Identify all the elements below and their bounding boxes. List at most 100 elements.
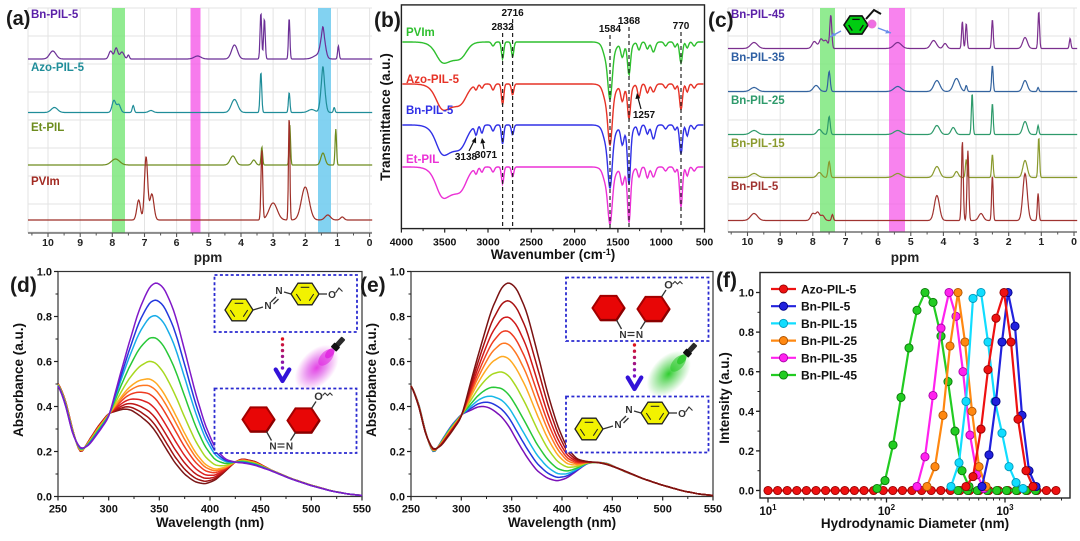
svg-text:250: 250 xyxy=(49,504,67,516)
svg-text:Et-PIL: Et-PIL xyxy=(406,154,439,166)
svg-text:2: 2 xyxy=(1006,236,1012,248)
svg-text:350: 350 xyxy=(150,504,168,516)
svg-text:0.0: 0.0 xyxy=(739,486,754,498)
svg-text:PVIm: PVIm xyxy=(31,176,60,188)
svg-text:Bn-PIL-15: Bn-PIL-15 xyxy=(731,138,785,150)
svg-text:O: O xyxy=(678,409,686,420)
svg-text:0.2: 0.2 xyxy=(739,446,754,458)
svg-text:N: N xyxy=(625,405,632,416)
svg-text:2832: 2832 xyxy=(491,22,514,33)
svg-text:N: N xyxy=(264,301,271,312)
svg-text:8: 8 xyxy=(810,236,816,248)
svg-text:0: 0 xyxy=(1071,236,1077,248)
svg-text:2000: 2000 xyxy=(563,237,587,249)
svg-text:3138: 3138 xyxy=(455,152,478,163)
svg-text:1.0: 1.0 xyxy=(390,267,405,279)
svg-text:4: 4 xyxy=(238,237,244,249)
svg-text:770: 770 xyxy=(673,21,690,32)
svg-text:1584: 1584 xyxy=(599,24,622,35)
svg-text:(b): (b) xyxy=(374,9,401,32)
svg-text:PVIm: PVIm xyxy=(406,27,435,39)
svg-text:101: 101 xyxy=(759,503,777,518)
svg-text:7: 7 xyxy=(843,236,849,248)
svg-text:Wavelength (nm): Wavelength (nm) xyxy=(508,515,616,530)
svg-text:(a): (a) xyxy=(6,8,30,30)
svg-text:350: 350 xyxy=(503,504,521,516)
svg-text:3071: 3071 xyxy=(475,150,498,161)
svg-text:N: N xyxy=(275,286,282,297)
svg-text:0.4: 0.4 xyxy=(739,406,755,418)
svg-text:Transmittance (a.u.): Transmittance (a.u.) xyxy=(378,53,393,181)
svg-text:Bn-PIL-35: Bn-PIL-35 xyxy=(801,351,857,365)
svg-text:Wavenumber (cm-1): Wavenumber (cm-1) xyxy=(491,247,616,262)
svg-text:Absorbance (a.u.): Absorbance (a.u.) xyxy=(364,323,379,437)
svg-text:Et-PIL: Et-PIL xyxy=(31,122,64,134)
svg-text:0.8: 0.8 xyxy=(37,312,52,324)
svg-text:N: N xyxy=(636,330,643,341)
svg-text:1000: 1000 xyxy=(650,237,674,249)
svg-text:550: 550 xyxy=(353,504,371,516)
svg-text:2: 2 xyxy=(302,237,308,249)
svg-text:N: N xyxy=(269,442,276,453)
svg-text:O: O xyxy=(664,280,673,292)
svg-text:(e): (e) xyxy=(360,274,386,297)
svg-text:Bn-PIL-45: Bn-PIL-45 xyxy=(801,369,857,383)
svg-text:500: 500 xyxy=(654,504,672,516)
svg-text:0.4: 0.4 xyxy=(37,402,53,414)
svg-text:0.0: 0.0 xyxy=(390,492,405,504)
svg-text:ppm: ppm xyxy=(891,250,920,265)
svg-text:2716: 2716 xyxy=(501,8,524,19)
svg-text:6: 6 xyxy=(875,236,881,248)
svg-text:2500: 2500 xyxy=(520,237,544,249)
svg-text:450: 450 xyxy=(603,504,621,516)
svg-text:1: 1 xyxy=(334,237,340,249)
svg-text:Bn-PIL-45: Bn-PIL-45 xyxy=(731,9,785,21)
svg-text:1257: 1257 xyxy=(633,110,656,121)
svg-text:0.6: 0.6 xyxy=(390,357,405,369)
svg-text:400: 400 xyxy=(553,504,571,516)
svg-text:1.0: 1.0 xyxy=(37,267,52,279)
svg-text:Bn-PIL-35: Bn-PIL-35 xyxy=(731,52,785,64)
svg-text:1500: 1500 xyxy=(606,237,630,249)
svg-text:Azo-PIL-5: Azo-PIL-5 xyxy=(31,62,85,74)
svg-text:5: 5 xyxy=(908,236,914,248)
svg-text:400: 400 xyxy=(201,504,219,516)
svg-text:1.0: 1.0 xyxy=(739,288,754,300)
svg-text:9: 9 xyxy=(77,237,83,249)
svg-text:Bn-PIL-5: Bn-PIL-5 xyxy=(406,105,454,117)
svg-text:Azo-PIL-5: Azo-PIL-5 xyxy=(406,74,460,86)
svg-text:4: 4 xyxy=(940,236,946,248)
svg-text:10: 10 xyxy=(42,237,54,249)
svg-text:Bn-PIL-15: Bn-PIL-15 xyxy=(801,317,857,331)
svg-text:O: O xyxy=(314,391,323,403)
svg-text:N: N xyxy=(619,330,626,341)
svg-text:Hydrodynamic Diameter (nm): Hydrodynamic Diameter (nm) xyxy=(821,516,1009,531)
svg-text:300: 300 xyxy=(100,504,118,516)
svg-text:5: 5 xyxy=(206,237,212,249)
svg-text:0.6: 0.6 xyxy=(739,367,754,379)
svg-text:0: 0 xyxy=(367,237,373,249)
svg-text:3: 3 xyxy=(973,236,979,248)
svg-text:Bn-PIL-25: Bn-PIL-25 xyxy=(801,334,857,348)
svg-text:250: 250 xyxy=(402,504,420,516)
svg-text:1: 1 xyxy=(1038,236,1044,248)
svg-text:500: 500 xyxy=(302,504,320,516)
svg-text:0.4: 0.4 xyxy=(390,402,406,414)
svg-text:500: 500 xyxy=(696,237,714,249)
svg-text:Bn-PIL-25: Bn-PIL-25 xyxy=(731,95,785,107)
svg-text:Bn-PIL-5: Bn-PIL-5 xyxy=(731,181,779,193)
svg-text:0.8: 0.8 xyxy=(739,327,754,339)
svg-text:1368: 1368 xyxy=(618,16,641,27)
svg-text:0.0: 0.0 xyxy=(37,492,52,504)
svg-text:3: 3 xyxy=(270,237,276,249)
svg-text:(c): (c) xyxy=(708,9,734,32)
svg-text:Wavelength (nm): Wavelength (nm) xyxy=(156,515,264,530)
svg-text:(f): (f) xyxy=(716,269,737,292)
svg-text:Bn-PIL-5: Bn-PIL-5 xyxy=(801,300,851,314)
svg-text:ppm: ppm xyxy=(194,250,223,265)
svg-text:Bn-PIL-5: Bn-PIL-5 xyxy=(31,9,79,21)
svg-text:8: 8 xyxy=(109,237,115,249)
svg-text:0.6: 0.6 xyxy=(37,357,52,369)
svg-text:N: N xyxy=(614,420,621,431)
svg-text:(d): (d) xyxy=(10,274,37,297)
